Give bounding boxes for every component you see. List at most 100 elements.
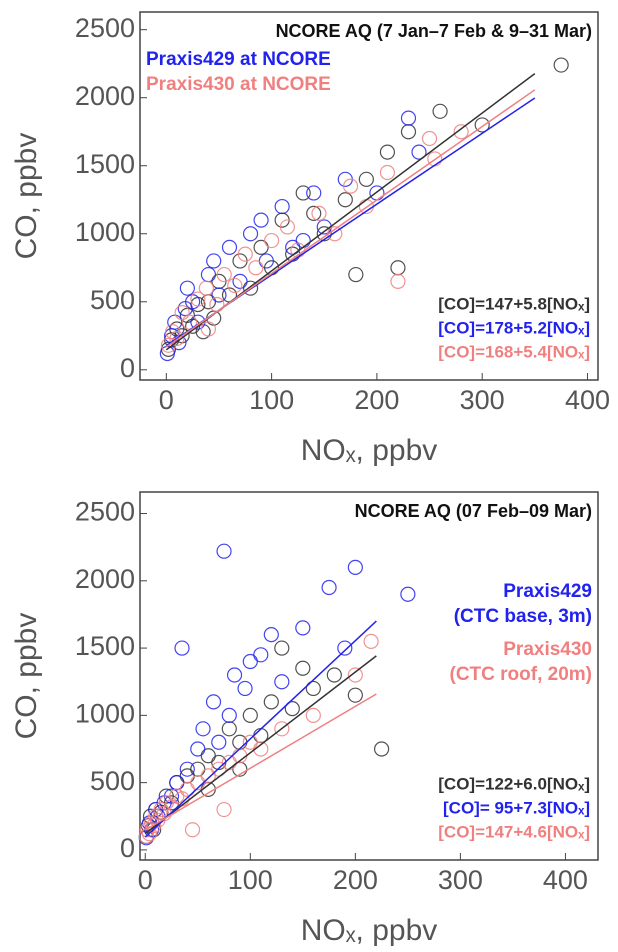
x-tick-label: 100 — [249, 385, 294, 415]
point — [179, 761, 195, 777]
point — [253, 239, 269, 255]
y-axis-label: CO, ppbv — [10, 613, 43, 740]
y-tick-label: 500 — [90, 766, 135, 796]
point — [200, 266, 217, 283]
fit-equation: [CO]=168+5.4[NOₓ] — [438, 342, 590, 361]
point — [316, 226, 332, 242]
point — [374, 741, 390, 757]
y-tick-label: 2000 — [75, 81, 135, 111]
x-tick-label: 400 — [543, 865, 588, 895]
x-tick-label: 300 — [460, 385, 505, 415]
point — [264, 232, 280, 249]
point — [311, 205, 327, 221]
point — [174, 305, 190, 321]
fit-equation: [CO]=147+5.8[NOₓ] — [438, 294, 590, 313]
point — [198, 280, 214, 296]
point — [274, 674, 290, 690]
legend-entry: (CTC base, 3m) — [454, 606, 592, 627]
plot-frame — [139, 491, 599, 861]
y-tick-label: 0 — [120, 353, 135, 383]
y-tick-label: 1000 — [75, 217, 135, 247]
point — [432, 103, 448, 119]
point — [242, 707, 258, 723]
point — [400, 586, 416, 602]
point — [390, 260, 406, 276]
y-axis-label: CO, ppbv — [10, 133, 43, 260]
point — [326, 667, 342, 683]
fit-equation: [CO]=178+5.2[NOₓ] — [438, 318, 590, 337]
point — [337, 192, 353, 208]
fit-line — [144, 655, 377, 835]
point — [221, 721, 237, 737]
point — [232, 273, 248, 289]
point — [337, 640, 353, 656]
point — [453, 124, 469, 140]
y-tick-label: 1500 — [75, 631, 135, 661]
point — [221, 707, 237, 723]
point — [342, 178, 359, 194]
point — [205, 694, 222, 710]
y-tick-label: 2500 — [75, 497, 135, 527]
point — [146, 818, 162, 834]
point — [169, 330, 185, 347]
point — [242, 226, 259, 242]
point — [179, 280, 195, 296]
y-tick-label: 2000 — [75, 564, 135, 594]
point — [200, 321, 217, 337]
plot-frame — [139, 11, 599, 381]
point — [253, 212, 269, 228]
chart-title: NCORE AQ (07 Feb–09 Mar) — [355, 501, 592, 521]
point — [167, 314, 183, 330]
point — [242, 653, 258, 670]
point — [274, 640, 290, 656]
x-tick-label: 200 — [354, 385, 399, 415]
point — [253, 741, 269, 757]
legend-entry: Praxis430 at NCORE — [146, 74, 331, 95]
point — [200, 748, 216, 764]
point — [248, 260, 264, 276]
point — [358, 171, 374, 187]
point — [169, 775, 185, 791]
chart-title: NCORE AQ (7 Jan–7 Feb & 9–31 Mar) — [276, 21, 592, 41]
point — [216, 543, 232, 559]
point — [258, 253, 274, 269]
point — [274, 198, 290, 215]
point — [295, 660, 311, 676]
point — [284, 701, 300, 717]
point — [263, 627, 279, 643]
point — [321, 579, 337, 596]
point — [347, 559, 363, 575]
x-tick-label: 300 — [438, 865, 483, 895]
legend-entry: (CTC roof, 20m) — [450, 664, 593, 685]
point — [363, 633, 379, 649]
point — [305, 707, 321, 723]
point — [226, 667, 243, 683]
point — [400, 124, 417, 140]
point — [206, 253, 222, 269]
fit-equation: [CO]=147+4.6[NOₓ] — [438, 822, 590, 841]
point — [211, 734, 227, 750]
y-tick-label: 500 — [90, 285, 135, 315]
point — [347, 667, 363, 683]
y-tick-label: 2500 — [75, 13, 135, 43]
point — [306, 185, 322, 201]
point — [390, 273, 406, 289]
fit-line — [144, 693, 377, 831]
point — [200, 294, 217, 310]
y-tick-label: 1000 — [75, 698, 135, 728]
point — [174, 640, 190, 656]
point — [421, 130, 438, 147]
point — [190, 314, 206, 330]
fit-line — [165, 89, 536, 348]
point — [237, 246, 253, 262]
point — [195, 721, 211, 737]
point — [237, 680, 253, 697]
x-tick-label: 200 — [333, 865, 378, 895]
point — [553, 57, 569, 73]
x-tick-label: 0 — [159, 385, 174, 415]
x-tick-label: 400 — [565, 385, 610, 415]
point — [190, 741, 206, 757]
point — [379, 164, 396, 181]
point — [242, 734, 258, 750]
